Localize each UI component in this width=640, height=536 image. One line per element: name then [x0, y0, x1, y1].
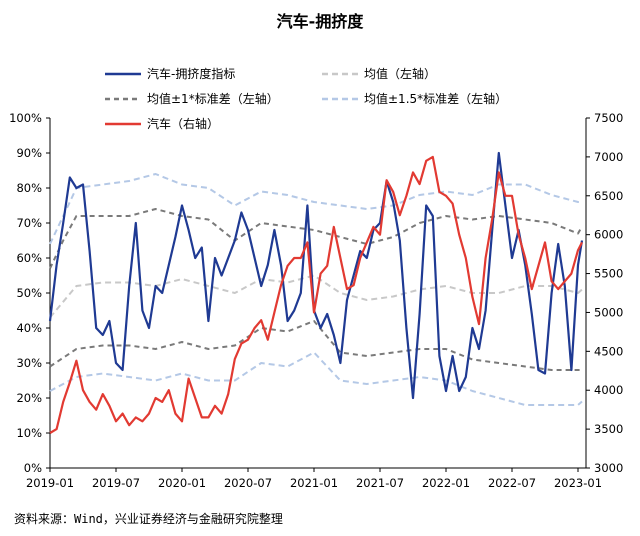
x-axis: 2019-01 2019-07 2020-01 2020-07 2021-01 2021-…: [26, 468, 602, 490]
x-tick-label: 2020-01: [158, 476, 206, 490]
left-tick-label: 80%: [16, 181, 42, 195]
left-tick-label: 100%: [9, 111, 42, 125]
right-tick-label: 6000: [594, 228, 623, 242]
left-tick-label: 90%: [16, 146, 42, 160]
left-tick-label: 30%: [16, 356, 42, 370]
legend: 汽车-拥挤度指标 均值（左轴） 均值±1*标准差（左轴） 均值±1.5*标准差（左轴）…: [105, 66, 507, 131]
chart-title: 汽车-拥挤度: [276, 12, 364, 31]
mean-line: [49, 274, 583, 319]
x-tick-label: 2019-01: [26, 476, 74, 490]
right-tick-label: 4500: [594, 344, 623, 358]
left-tick-label: 70%: [16, 216, 42, 230]
right-tick-label: 7500: [594, 111, 623, 125]
legend-auto-label: 汽车（右轴）: [147, 116, 219, 131]
legend-std1-label: 均值±1*标准差（左轴）: [147, 91, 279, 106]
left-tick-label: 40%: [16, 321, 42, 335]
x-tick-label: 2023-01: [554, 476, 602, 490]
left-tick-label: 60%: [16, 251, 42, 265]
legend-std15-label: 均值±1.5*标准差（左轴）: [364, 91, 507, 106]
x-tick-label: 2022-01: [422, 476, 470, 490]
left-tick-label: 0%: [24, 461, 42, 475]
source-note: 资料来源：Wind，兴业证券经济与金融研究院整理: [14, 512, 283, 526]
std15-lower-line: [49, 351, 583, 406]
x-tick-label: 2020-07: [224, 476, 272, 490]
right-tick-label: 3500: [594, 422, 623, 436]
right-tick-label: 3000: [594, 461, 623, 475]
x-tick-label: 2021-07: [356, 476, 404, 490]
right-tick-label: 5000: [594, 305, 623, 319]
right-axis: 3000 3500 4000 4500 5000 5500 6000 6500 7000 7500: [586, 111, 623, 475]
right-tick-label: 6500: [594, 189, 623, 203]
right-tick-label: 7000: [594, 150, 623, 164]
std1-lower-line: [49, 320, 582, 371]
series-layer: [48, 151, 584, 434]
auto-line: [49, 155, 583, 434]
std1-upper-line: [49, 208, 583, 269]
legend-crowding-label: 汽车-拥挤度指标: [147, 66, 235, 81]
left-tick-label: 10%: [16, 426, 42, 440]
left-tick-label: 50%: [16, 286, 42, 300]
x-tick-label: 2021-01: [290, 476, 338, 490]
std15-upper-line: [49, 173, 582, 245]
crowding-line: [48, 151, 584, 400]
left-tick-label: 20%: [16, 391, 42, 405]
right-tick-label: 4000: [594, 383, 623, 397]
legend-mean-label: 均值（左轴）: [364, 66, 436, 81]
right-tick-label: 5500: [594, 267, 623, 281]
x-tick-label: 2022-07: [488, 476, 536, 490]
left-axis: 0% 10% 20% 30% 40% 50% 60% 70% 80% 90% 100%: [9, 111, 50, 475]
x-tick-label: 2019-07: [92, 476, 140, 490]
